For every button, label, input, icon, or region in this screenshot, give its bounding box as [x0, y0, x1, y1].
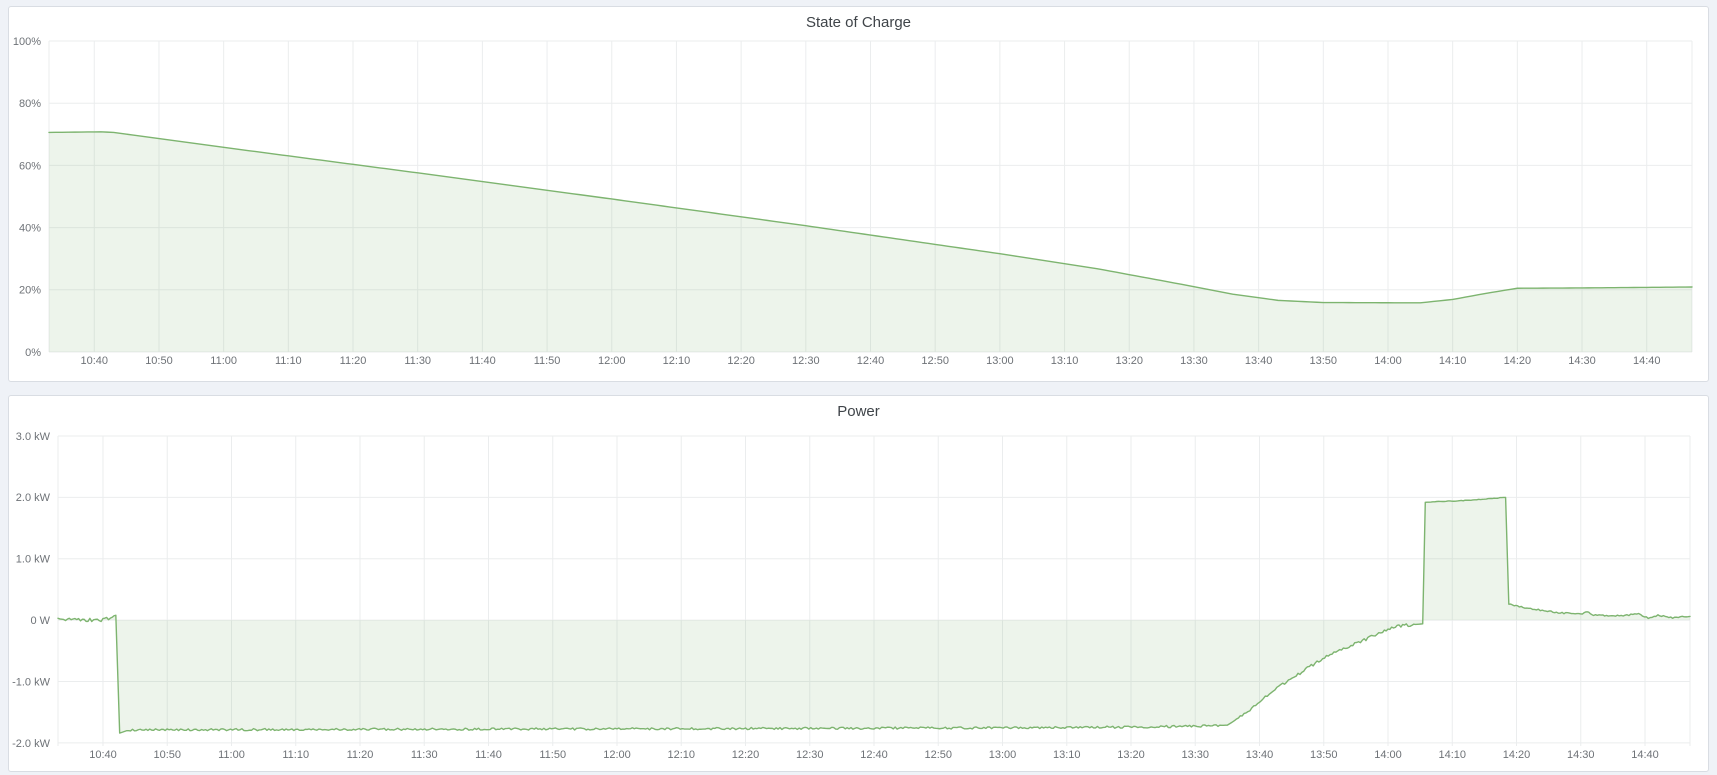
y-tick-label: 40% [19, 222, 41, 234]
x-tick-label: 11:40 [475, 749, 502, 761]
x-tick-label: 13:30 [1180, 355, 1208, 367]
x-tick-label: 11:50 [534, 355, 561, 367]
y-axis-labels: 0% 20% 40% 60% 80% 100% [13, 36, 41, 359]
x-tick-label: 14:40 [1631, 749, 1659, 761]
x-tick-label: 14:30 [1568, 355, 1596, 367]
x-tick-label: 14:10 [1439, 749, 1467, 761]
x-tick-label: 13:10 [1053, 749, 1081, 761]
x-tick-label: 12:10 [667, 749, 695, 761]
x-tick-label: 13:10 [1051, 355, 1079, 367]
panel-title-state-of-charge[interactable]: State of Charge [805, 13, 912, 31]
y-tick-label: 2.0 kW [16, 492, 51, 504]
y-tick-label: 3.0 kW [16, 431, 51, 443]
x-tick-label: 10:50 [153, 749, 181, 761]
y-tick-label: -1.0 kW [12, 676, 51, 688]
x-tick-label: 14:00 [1374, 355, 1402, 367]
x-tick-label: 13:40 [1246, 749, 1274, 761]
x-tick-label: 12:20 [727, 355, 755, 367]
x-tick-label: 13:50 [1310, 355, 1338, 367]
x-tick-label: 10:40 [89, 749, 117, 761]
y-tick-label: -2.0 kW [12, 738, 51, 750]
x-tick-label: 14:20 [1503, 749, 1531, 761]
x-tick-label: 12:30 [796, 749, 824, 761]
y-tick-label: 80% [19, 98, 41, 110]
x-tick-label: 13:00 [989, 749, 1017, 761]
x-tick-label: 11:10 [282, 749, 309, 761]
y-tick-label: 20% [19, 285, 41, 297]
x-tick-label: 12:20 [732, 749, 760, 761]
x-tick-label: 12:40 [857, 355, 885, 367]
x-tick-label: 12:00 [598, 355, 626, 367]
x-tick-label: 14:20 [1504, 355, 1532, 367]
y-tick-label: 0 W [30, 615, 50, 627]
x-tick-label: 14:00 [1374, 749, 1402, 761]
panel-state-of-charge: State of Charge 0% 20% 40% 60% 80% 100% 10:40 1… [8, 6, 1709, 382]
x-tick-label: 12:10 [663, 355, 691, 367]
x-axis-labels: 10:40 10:50 11:00 11:10 11:20 11:30 11:40 11:50… [89, 749, 1659, 761]
state-of-charge-chart[interactable]: 0% 20% 40% 60% 80% 100% 10:40 10:50 11:00 11:10 11… [9, 7, 1708, 381]
x-tick-label: 14:40 [1633, 355, 1661, 367]
panel-power: Power -2.0 kW -1.0 kW 0 W 1.0 kW 2.0 kW 3.0 k… [8, 395, 1709, 772]
grid-lines [57, 435, 1691, 746]
x-tick-label: 11:20 [347, 749, 374, 761]
panel-title-power[interactable]: Power [837, 402, 880, 420]
x-tick-label: 12:30 [792, 355, 820, 367]
x-tick-label: 10:40 [81, 355, 109, 367]
y-axis-labels: -2.0 kW -1.0 kW 0 W 1.0 kW 2.0 kW 3.0 kW [12, 431, 51, 750]
x-tick-label: 11:50 [539, 749, 566, 761]
x-tick-label: 13:40 [1245, 355, 1273, 367]
x-tick-label: 11:10 [275, 355, 302, 367]
x-tick-label: 11:40 [469, 355, 496, 367]
x-tick-label: 12:40 [860, 749, 888, 761]
x-tick-label: 14:30 [1567, 749, 1595, 761]
grid-lines [48, 40, 1693, 353]
x-tick-label: 11:30 [411, 749, 438, 761]
x-tick-label: 13:30 [1181, 749, 1209, 761]
series-area [58, 497, 1690, 734]
series-area [49, 131, 1692, 352]
x-tick-label: 12:50 [921, 355, 949, 367]
x-tick-label: 11:00 [218, 749, 245, 761]
x-tick-label: 12:50 [924, 749, 952, 761]
y-tick-label: 100% [13, 36, 41, 48]
x-axis-labels: 10:40 10:50 11:00 11:10 11:20 11:30 11:40 11:50… [81, 355, 1661, 367]
x-tick-label: 13:50 [1310, 749, 1338, 761]
x-tick-label: 14:10 [1439, 355, 1467, 367]
x-tick-label: 13:00 [986, 355, 1014, 367]
x-tick-label: 11:00 [210, 355, 237, 367]
x-tick-label: 13:20 [1115, 355, 1143, 367]
y-tick-label: 1.0 kW [16, 554, 51, 566]
x-tick-label: 11:30 [404, 355, 431, 367]
x-tick-label: 11:20 [340, 355, 367, 367]
x-tick-label: 13:20 [1117, 749, 1145, 761]
series-line [57, 496, 1691, 734]
series-line [48, 131, 1693, 304]
y-tick-label: 60% [19, 160, 41, 172]
x-tick-label: 12:00 [603, 749, 631, 761]
x-tick-label: 10:50 [145, 355, 173, 367]
y-tick-label: 0% [25, 347, 41, 359]
power-chart[interactable]: -2.0 kW -1.0 kW 0 W 1.0 kW 2.0 kW 3.0 kW 10:40… [9, 396, 1708, 771]
